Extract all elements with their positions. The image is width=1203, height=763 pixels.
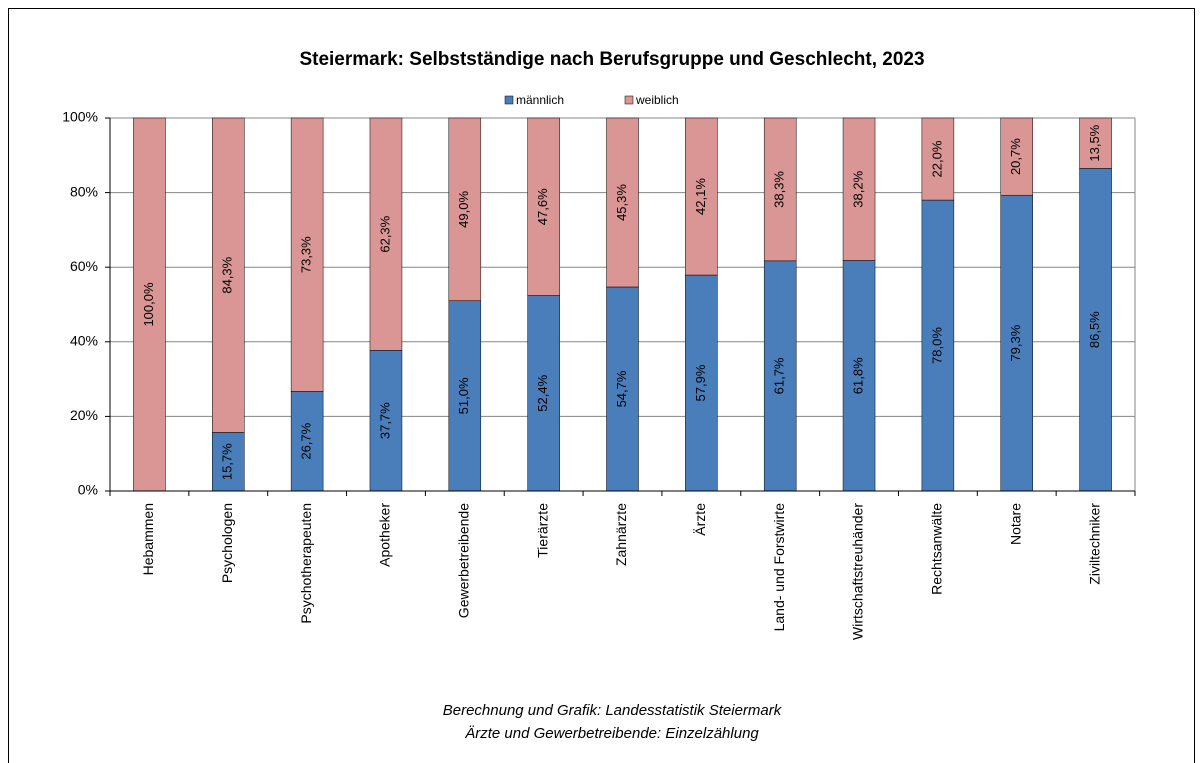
chart-title: Steiermark: Selbstständige nach Berufsgr… (299, 49, 924, 70)
bar-segment (606, 286, 639, 492)
legend-swatch (504, 95, 514, 105)
bar-segment (527, 295, 560, 492)
x-tick-label: Psychotherapeuten (298, 503, 314, 624)
value-label: 61,8% (850, 357, 865, 394)
bar-segment (133, 117, 166, 492)
bar-segment (290, 391, 324, 492)
value-label: 38,2% (850, 170, 865, 207)
bar-segment (842, 117, 876, 261)
value-label: 45,3% (614, 184, 629, 221)
bar-segment (763, 117, 797, 262)
note: Ärzte und Gewerbetreibende: Einzelzählun… (464, 725, 759, 742)
legend-label: weiblich (635, 93, 679, 107)
y-tick-label: 40% (70, 333, 98, 349)
value-label: 37,7% (377, 402, 392, 439)
bar-segment (212, 117, 245, 433)
legend-label: männlich (516, 93, 564, 107)
y-tick-label: 20% (70, 407, 98, 423)
x-tick-label: Psychologen (219, 503, 235, 583)
bar-segment (527, 117, 560, 296)
bar-segment (921, 117, 955, 201)
y-tick-label: 60% (70, 258, 98, 274)
bar-segment (290, 117, 324, 392)
value-label: 57,9% (693, 364, 708, 401)
value-label: 62,3% (377, 215, 392, 252)
bar-segment (606, 117, 639, 288)
value-label: 13,5% (1087, 124, 1102, 161)
x-tick-label: Hebammen (140, 503, 156, 575)
value-label: 73,3% (299, 236, 314, 273)
y-tick-label: 100% (62, 109, 98, 125)
bar-segment (1079, 117, 1112, 169)
value-label: 79,3% (1008, 324, 1023, 361)
bar-segment (448, 117, 482, 302)
x-tick-label: Tierärzte (534, 503, 550, 558)
value-label: 84,3% (220, 256, 235, 293)
value-label: 22,0% (929, 140, 944, 177)
x-tick-label: Apotheker (377, 503, 393, 567)
value-label: 100,0% (141, 282, 156, 327)
frame (8, 8, 1195, 763)
x-tick-label: Wirtschaftstreuhänder (850, 503, 866, 640)
bar-segment (685, 274, 718, 492)
x-tick-label: Land- und Forstwirte (771, 503, 787, 632)
x-tick-label: Gewerbetreibende (456, 503, 472, 618)
value-label: 26,7% (299, 422, 314, 459)
bar-segment (1000, 117, 1033, 196)
value-label: 61,7% (772, 357, 787, 394)
value-label: 38,3% (772, 171, 787, 208)
value-label: 52,4% (535, 374, 550, 411)
bar-segment (369, 117, 403, 351)
legend-swatch (624, 95, 634, 105)
bar-segment (842, 260, 876, 492)
value-label: 51,0% (456, 377, 471, 414)
y-tick-label: 80% (70, 183, 98, 199)
value-label: 78,0% (929, 327, 944, 364)
note: Berechnung und Grafik: Landesstatistik S… (443, 702, 783, 719)
y-tick-label: 0% (78, 482, 98, 498)
value-label: 54,7% (614, 370, 629, 407)
x-tick-label: Rechtsanwälte (929, 503, 945, 595)
bar-segment (212, 432, 245, 492)
x-tick-label: Notare (1007, 503, 1023, 545)
x-tick-label: Ärzte (692, 503, 708, 536)
value-label: 15,7% (220, 443, 235, 480)
value-label: 20,7% (1008, 138, 1023, 175)
x-tick-label: Zahnärzte (613, 503, 629, 566)
value-label: 47,6% (535, 188, 550, 225)
x-tick-label: Ziviltechniker (1086, 503, 1102, 585)
bar-segment (685, 117, 718, 276)
bar-segment (921, 199, 955, 492)
value-label: 42,1% (693, 178, 708, 215)
bar-segment (1000, 194, 1033, 492)
value-label: 86,5% (1087, 311, 1102, 348)
value-label: 49,0% (456, 191, 471, 228)
